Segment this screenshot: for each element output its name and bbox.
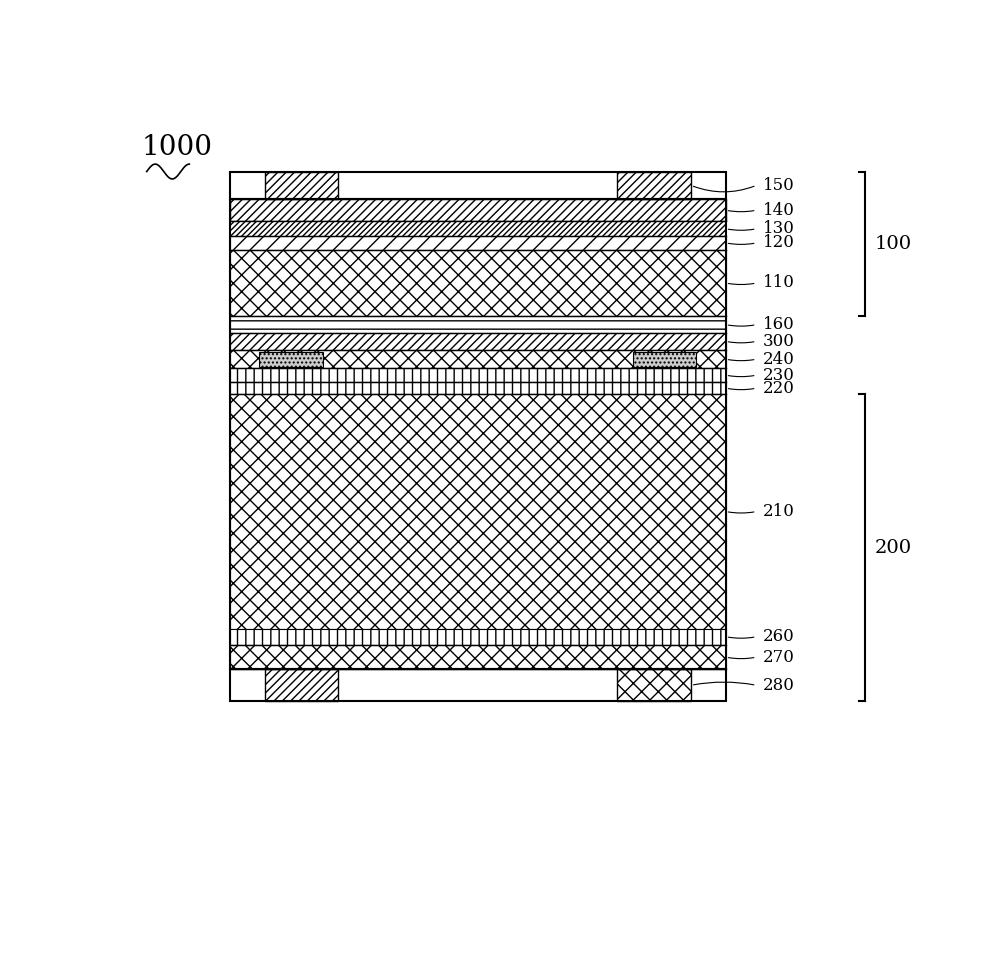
Text: 1000: 1000	[142, 134, 213, 161]
Text: 160: 160	[763, 317, 795, 333]
Bar	[230, 199, 726, 221]
Text: 220: 220	[763, 379, 795, 397]
Text: 240: 240	[763, 350, 795, 368]
Bar	[230, 645, 726, 670]
Bar	[633, 351, 696, 367]
Bar	[617, 670, 691, 702]
Bar	[230, 172, 726, 199]
Text: 120: 120	[763, 234, 795, 251]
Bar	[230, 250, 726, 317]
Bar	[230, 670, 726, 702]
Bar	[230, 221, 726, 236]
Bar	[259, 351, 323, 367]
Bar	[230, 333, 726, 350]
Bar	[264, 172, 338, 199]
Text: 140: 140	[763, 202, 795, 219]
Text: 260: 260	[763, 628, 795, 646]
Bar	[230, 350, 726, 369]
Text: 300: 300	[763, 333, 795, 350]
Text: 230: 230	[763, 367, 795, 384]
Bar	[264, 670, 338, 702]
Text: 130: 130	[763, 220, 795, 237]
Bar	[230, 199, 726, 670]
Text: 110: 110	[763, 274, 795, 291]
Bar	[230, 382, 726, 395]
Bar	[230, 628, 726, 645]
Text: 150: 150	[763, 177, 795, 194]
Text: 200: 200	[874, 538, 912, 557]
Text: 270: 270	[763, 648, 795, 666]
Bar	[617, 172, 691, 199]
Bar	[230, 236, 726, 250]
Bar	[230, 317, 726, 333]
Text: 280: 280	[763, 676, 795, 694]
Text: 100: 100	[874, 234, 912, 253]
Text: 210: 210	[763, 503, 795, 520]
Bar	[230, 395, 726, 628]
Bar	[230, 369, 726, 382]
